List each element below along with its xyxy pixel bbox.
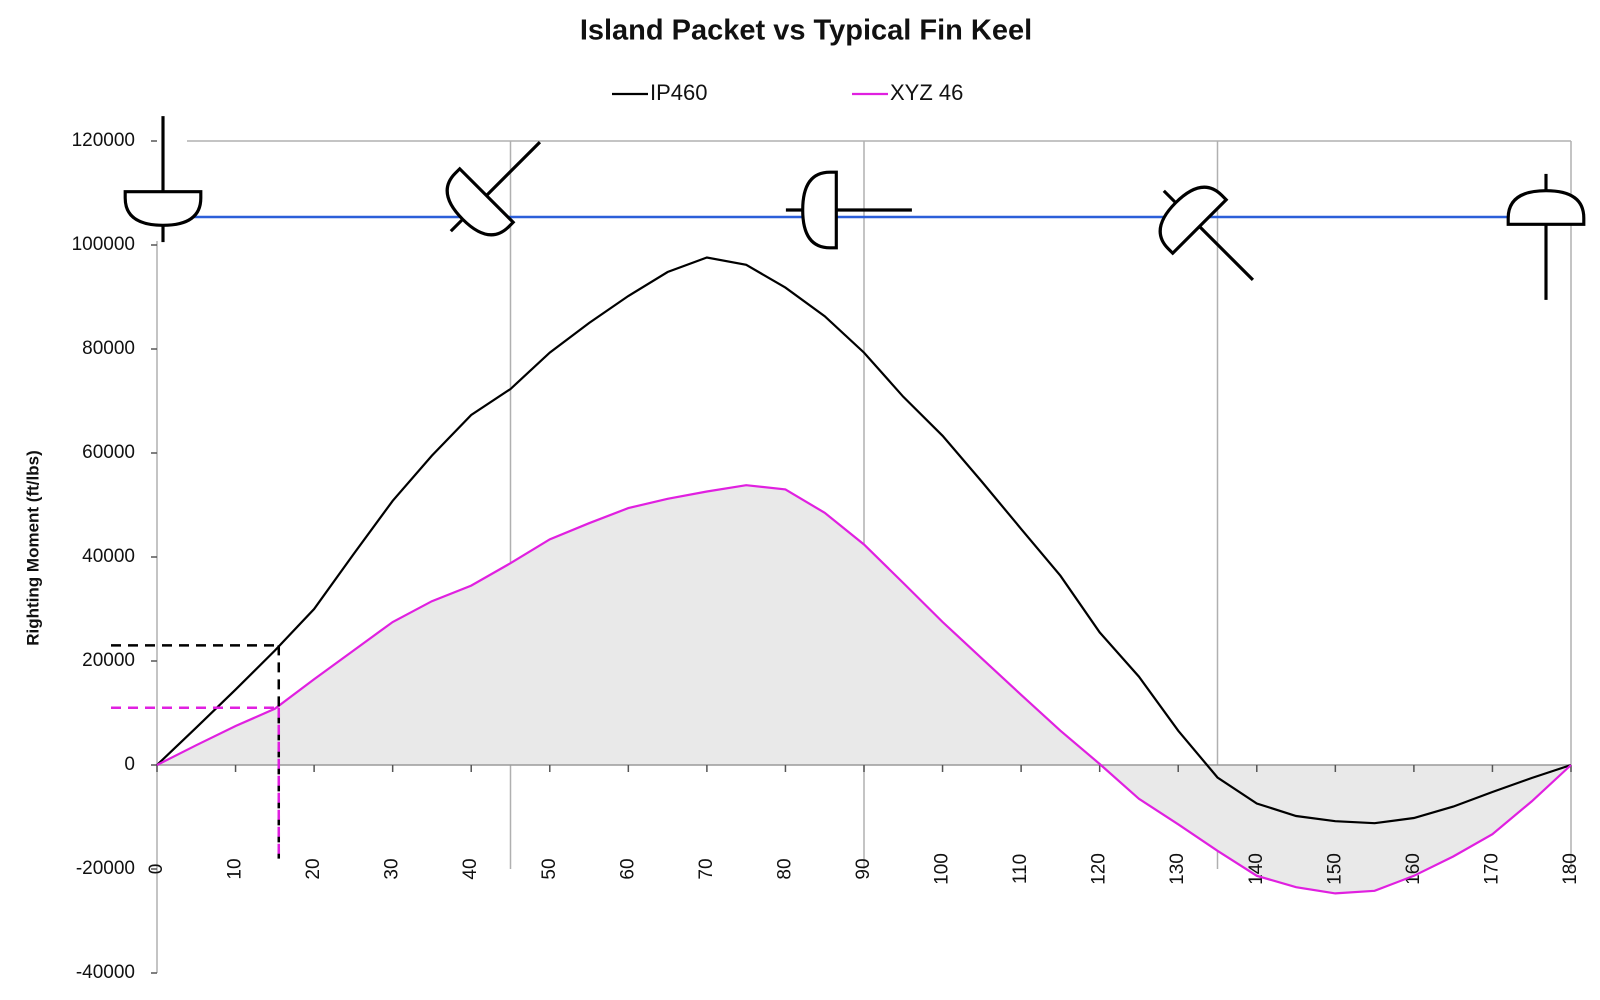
x-tick-label: 170 xyxy=(1481,853,1502,885)
x-tick-label: 120 xyxy=(1089,853,1110,885)
x-tick-label: 40 xyxy=(460,858,481,879)
series-line xyxy=(156,484,1572,895)
x-tick-label: 80 xyxy=(774,858,795,879)
y-axis-label: Righting Moment (ft/lbs) xyxy=(23,450,42,645)
x-tick-label: 50 xyxy=(539,858,560,879)
y-tick-label: 0 xyxy=(124,754,135,775)
x-tick-label: 10 xyxy=(225,858,246,879)
y-tick-label: 80000 xyxy=(82,338,135,359)
x-tick-label: 180 xyxy=(1560,853,1581,885)
y-tick-label: 20000 xyxy=(82,650,135,671)
legend-label: IP460 xyxy=(650,80,708,105)
x-tick-label: 20 xyxy=(303,858,324,879)
boat-icon xyxy=(1158,185,1255,282)
x-tick-label: 110 xyxy=(1010,854,1031,884)
series-line xyxy=(156,256,1572,825)
y-tick-label: -20000 xyxy=(76,858,135,879)
x-tick-label: 160 xyxy=(1403,853,1424,885)
y-tick-label: -40000 xyxy=(76,962,135,983)
legend-label: XYZ 46 xyxy=(890,80,963,105)
x-tick-label: 150 xyxy=(1324,853,1345,885)
boat-icons xyxy=(123,116,1586,300)
x-tick-label: 90 xyxy=(853,858,874,879)
x-tick-label: 140 xyxy=(1246,853,1267,885)
x-tick-label: 30 xyxy=(382,858,403,879)
chart-title: Island Packet vs Typical Fin Keel xyxy=(580,15,1032,47)
boat-icon xyxy=(123,116,203,243)
y-tick-label: 40000 xyxy=(82,546,135,567)
area-fill xyxy=(157,485,1571,894)
x-tick-label: 60 xyxy=(617,858,638,879)
x-tick-label: 70 xyxy=(696,858,717,879)
x-tick-label: 0 xyxy=(146,864,167,875)
y-tick-label: 100000 xyxy=(72,234,135,255)
boat-icon xyxy=(445,140,542,237)
x-tick-label: 130 xyxy=(1167,853,1188,885)
y-tick-label: 120000 xyxy=(72,130,135,151)
boat-icon xyxy=(1506,173,1586,300)
y-tick-label: 60000 xyxy=(82,442,135,463)
x-tick-label: 100 xyxy=(932,853,953,885)
boat-icon xyxy=(785,170,912,250)
